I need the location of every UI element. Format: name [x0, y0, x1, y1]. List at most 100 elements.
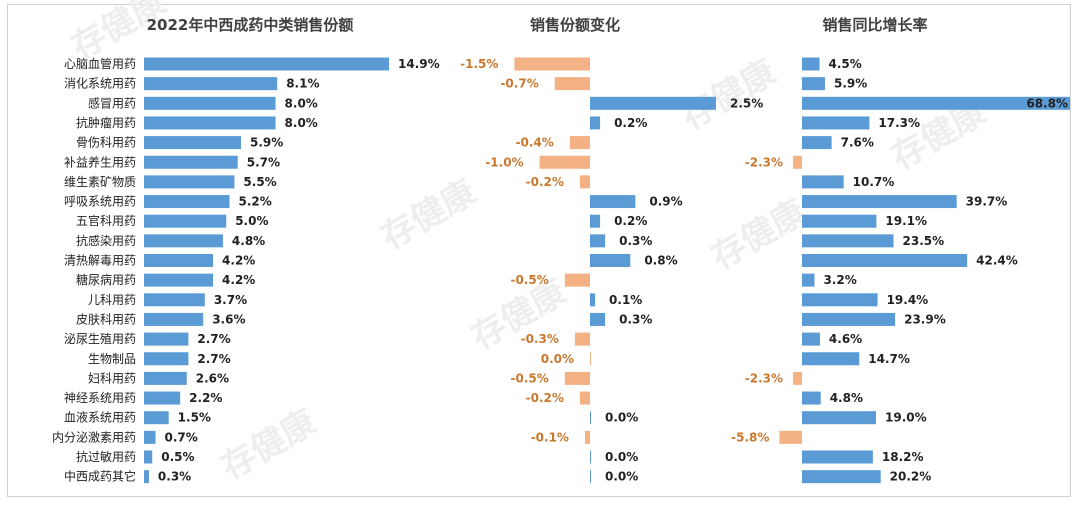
share-bar [144, 96, 276, 110]
chart-title-share: 2022年中西成药中类销售份额 [147, 16, 354, 34]
watermark-text: 存健康 [375, 172, 483, 258]
category-label: 心脑血管用药 [64, 56, 136, 71]
category-label: 骨伤科用药 [76, 136, 136, 150]
growth-value-label: 3.2% [823, 273, 856, 287]
share-change-bar [579, 391, 590, 405]
share-value-label: 5.2% [239, 195, 272, 209]
growth-value-label: 18.2% [882, 450, 924, 464]
growth-value-label: 23.5% [903, 234, 945, 248]
growth-bar [802, 234, 894, 248]
share-change-bar [564, 273, 590, 287]
share-change-bar [590, 312, 606, 326]
share-bar [144, 254, 214, 267]
category-label: 五官科用药 [76, 213, 136, 228]
growth-bar [802, 312, 896, 326]
growth-value-label: -5.8% [731, 430, 769, 444]
growth-value-label: 39.7% [966, 195, 1008, 209]
share-value-label: 2.7% [197, 352, 230, 366]
share-change-bar [574, 332, 590, 346]
share-value-label: 5.5% [243, 175, 276, 189]
growth-value-label: 4.5% [829, 57, 862, 71]
share-value-label: 2.7% [197, 332, 230, 346]
category-label: 中西成药其它 [64, 469, 136, 484]
category-label: 血液系统用药 [64, 410, 136, 425]
share-bar [144, 371, 187, 385]
growth-bar [802, 57, 820, 71]
growth-bar [802, 136, 832, 150]
growth-bar [779, 430, 802, 444]
growth-bar [802, 450, 873, 464]
share-bar [144, 57, 389, 71]
share-bar [144, 273, 214, 287]
share-change-bar [579, 175, 590, 189]
growth-bar [802, 116, 870, 130]
share-change-bar [590, 214, 601, 228]
growth-value-label: -2.3% [745, 155, 783, 169]
category-label: 抗过敏用药 [76, 449, 136, 464]
category-label: 感冒用药 [88, 95, 136, 110]
share-value-label: 14.9% [398, 57, 440, 71]
share-value-label: 4.2% [222, 254, 255, 268]
share-change-value-label: -0.3% [521, 332, 559, 346]
growth-bar [802, 470, 881, 484]
share-value-label: 1.5% [178, 411, 211, 425]
growth-value-label: 4.8% [830, 391, 863, 405]
category-label: 泌尿生殖用药 [64, 331, 136, 346]
category-label: 呼吸系统用药 [64, 195, 136, 209]
growth-bar [802, 77, 825, 91]
growth-value-label: 17.3% [878, 116, 920, 130]
share-value-label: 4.2% [222, 273, 255, 287]
share-value-label: 2.6% [196, 371, 229, 385]
share-bar [144, 195, 230, 209]
share-change-value-label: 0.2% [614, 116, 647, 130]
share-change-value-label: 0.0% [605, 411, 638, 425]
share-bar [144, 450, 153, 464]
share-change-bar [584, 430, 590, 444]
category-label: 补益养生用药 [64, 154, 136, 169]
share-bar [144, 155, 238, 169]
share-value-label: 0.7% [165, 430, 198, 444]
share-change-bar [569, 136, 590, 150]
share-bar [144, 77, 278, 91]
category-label: 皮肤科用药 [76, 311, 136, 326]
growth-bar [802, 96, 1070, 110]
share-change-value-label: -0.5% [511, 371, 549, 385]
share-value-label: 8.0% [285, 116, 318, 130]
share-bar [144, 411, 169, 425]
watermark-text: 存健康 [705, 192, 813, 278]
growth-bar [802, 273, 815, 287]
share-bar [144, 293, 205, 307]
category-label: 妇科用药 [88, 371, 136, 385]
category-label: 清热解毒用药 [64, 254, 136, 268]
category-label: 维生素矿物质 [64, 175, 136, 189]
category-label: 儿科用药 [88, 293, 136, 307]
growth-value-label: 68.8% [1026, 96, 1068, 110]
share-bar [144, 136, 242, 150]
growth-bar [802, 195, 957, 209]
share-change-bar [590, 293, 596, 307]
share-bar [144, 116, 276, 130]
share-bar [144, 430, 156, 444]
share-bar [144, 175, 235, 189]
growth-value-label: 19.0% [885, 411, 927, 425]
growth-value-label: 10.7% [853, 175, 895, 189]
share-bar [144, 214, 227, 228]
panel-share-change: -1.5%-0.7%2.5%0.2%-0.4%-1.0%-0.2%0.9%0.2… [460, 57, 763, 484]
share-change-value-label: 0.0% [541, 352, 574, 366]
share-change-bar [590, 234, 606, 248]
share-value-label: 8.1% [286, 77, 319, 91]
share-change-bar [590, 470, 591, 484]
share-value-label: 5.0% [235, 214, 268, 228]
share-change-bar [539, 155, 590, 169]
share-change-bar [590, 254, 631, 267]
panel-share: 心脑血管用药 14.9% 消化系统用药 8.1% 感冒用药 8.0% 抗肿瘤用药 8.0% 骨伤… [52, 56, 440, 484]
growth-bar [802, 332, 820, 346]
share-change-value-label: 0.3% [619, 234, 652, 248]
share-change-value-label: -1.5% [460, 57, 498, 71]
share-value-label: 4.8% [232, 234, 265, 248]
growth-value-label: 20.2% [890, 470, 932, 484]
growth-bar [802, 254, 968, 267]
growth-value-label: 5.9% [834, 77, 867, 91]
growth-bar [802, 352, 860, 366]
growth-bar [802, 214, 877, 228]
